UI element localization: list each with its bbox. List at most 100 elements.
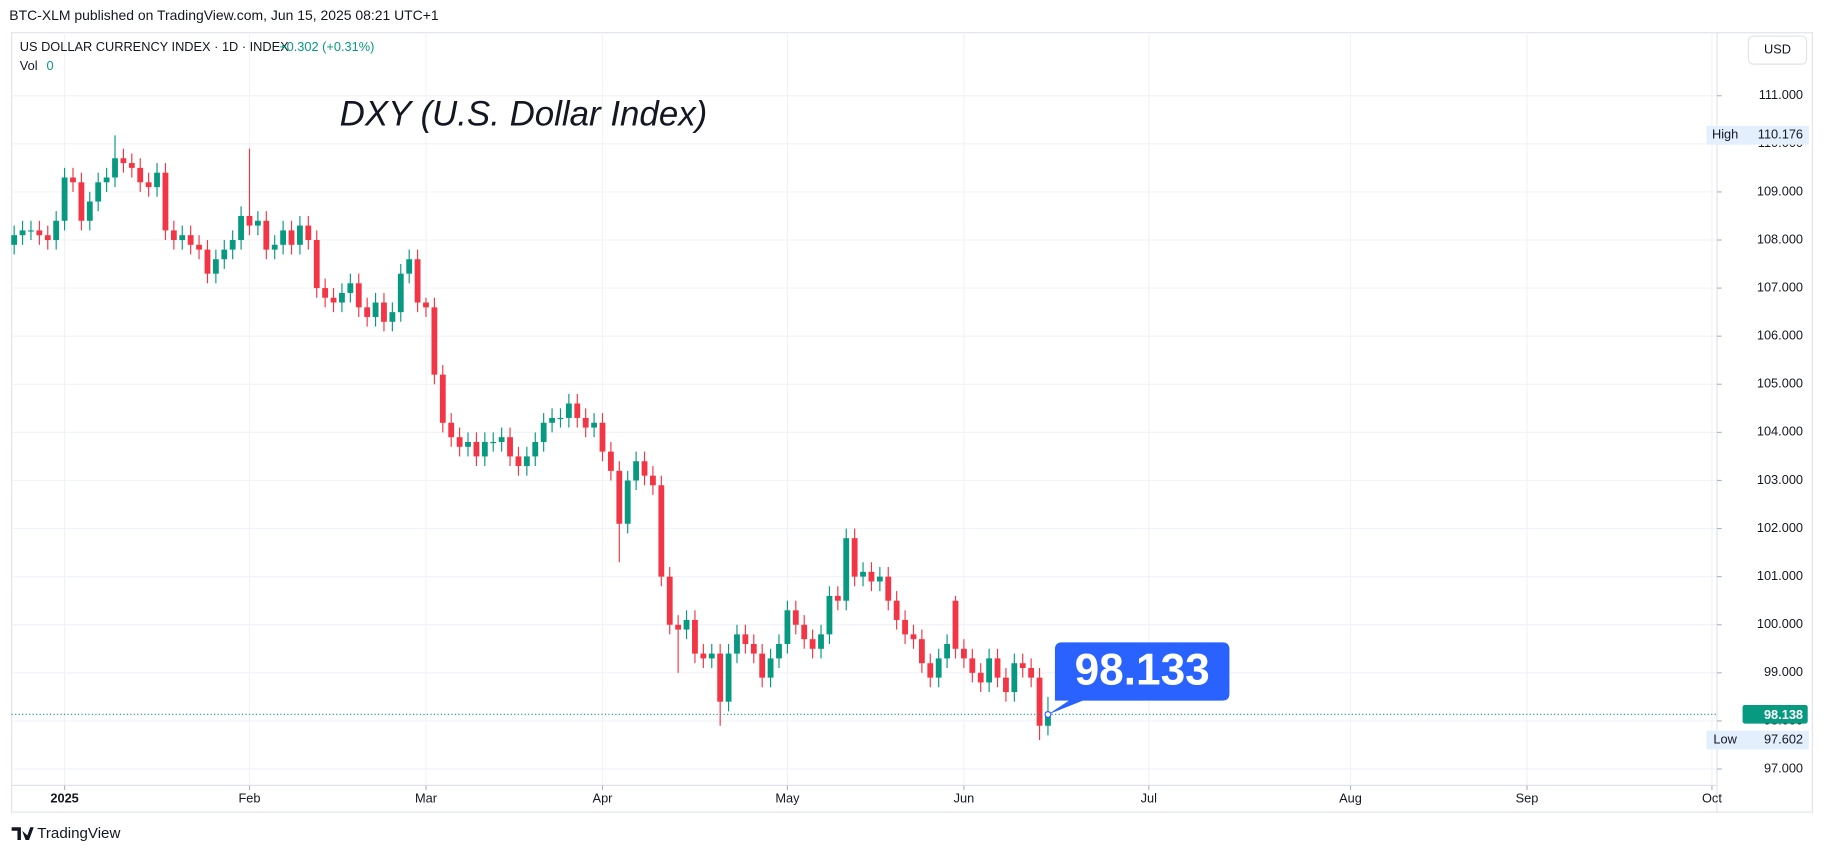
candle-body	[179, 235, 186, 241]
candle	[860, 562, 866, 587]
candle	[339, 283, 345, 313]
candle	[935, 648, 942, 688]
candle	[128, 153, 135, 178]
candle-body	[986, 658, 993, 683]
candle-body	[170, 230, 177, 241]
y-tick-label: 97.000	[1764, 760, 1803, 775]
candle-body	[683, 619, 690, 630]
candle	[61, 167, 68, 231]
candle	[330, 288, 337, 313]
candle-body	[473, 441, 480, 457]
candle	[78, 172, 85, 231]
candle	[843, 528, 850, 611]
candle-body	[187, 235, 194, 245]
x-tick-label: 2025	[50, 791, 78, 806]
candle	[994, 648, 1001, 688]
candle	[53, 211, 60, 250]
candle-body	[19, 230, 26, 236]
candle-body	[977, 672, 984, 683]
candle-body	[389, 312, 396, 322]
candle	[616, 461, 623, 563]
candle-body	[78, 182, 85, 221]
candle-body	[658, 485, 665, 577]
candle	[969, 648, 976, 683]
candle-body	[44, 235, 51, 241]
y-tick-label: 101.000	[1757, 568, 1803, 583]
candle	[187, 225, 194, 255]
brand-name: TradingView	[37, 825, 120, 842]
candle	[397, 264, 404, 322]
candle	[271, 235, 278, 260]
candle-body	[347, 283, 354, 293]
candle	[540, 413, 547, 452]
candle-body	[742, 634, 749, 644]
candle-body	[339, 292, 345, 303]
candle	[254, 211, 261, 236]
candle	[792, 600, 799, 635]
candle-body	[313, 240, 320, 289]
candle-body	[607, 451, 614, 471]
candle	[456, 427, 463, 457]
y-tick-label: 104.000	[1757, 424, 1803, 439]
candle-body	[246, 215, 253, 226]
y-tick-label: 111.000	[1759, 87, 1803, 102]
x-tick-label: Aug	[1339, 791, 1362, 806]
candle-body	[456, 437, 463, 447]
candle	[120, 148, 127, 173]
candle	[977, 663, 984, 693]
candle	[658, 475, 665, 587]
candle-body	[61, 177, 68, 221]
candle-body	[515, 456, 522, 467]
callout-label: 98.133	[1075, 645, 1210, 694]
candle	[717, 643, 724, 726]
candle	[801, 615, 808, 649]
candle-body	[616, 470, 623, 524]
y-tick-label: 109.000	[1757, 183, 1803, 198]
candle	[599, 413, 606, 462]
candle-body	[128, 163, 135, 168]
candle-body	[902, 619, 908, 635]
candle-body	[700, 653, 707, 659]
candle	[532, 432, 539, 467]
candle-body	[70, 177, 76, 183]
candle	[750, 634, 757, 664]
candle	[28, 220, 34, 241]
candle-body	[826, 595, 833, 635]
candle-body	[137, 167, 144, 183]
candle	[574, 393, 581, 428]
candle	[36, 220, 43, 245]
candle-body	[532, 441, 539, 457]
chart-title: DXY (U.S. Dollar Index)	[340, 95, 708, 134]
candle	[893, 591, 900, 630]
candle	[86, 191, 93, 231]
candle	[902, 610, 908, 644]
currency[interactable]: USD	[1764, 42, 1791, 57]
candle-body	[322, 288, 329, 298]
candle-body	[364, 307, 371, 317]
candle-body	[860, 571, 866, 577]
candle-body	[86, 201, 93, 221]
candle-body	[448, 422, 455, 438]
candle	[1019, 653, 1026, 678]
candle	[423, 297, 429, 317]
candle-body	[599, 422, 606, 452]
candle	[565, 393, 572, 428]
candle	[179, 225, 186, 250]
volume-label: Vol	[20, 58, 38, 73]
candle	[734, 624, 740, 664]
candle-body	[95, 182, 102, 202]
publisher: BTC-XLM published on TradingView.com, Ju…	[9, 7, 439, 23]
candle-body	[784, 610, 791, 644]
candle	[112, 135, 118, 188]
candle	[507, 427, 513, 467]
candle-body	[212, 259, 219, 274]
candle	[238, 206, 244, 250]
x-tick-label: Sep	[1516, 791, 1539, 806]
candle	[885, 567, 892, 611]
candle	[406, 249, 413, 284]
candle-body	[692, 619, 698, 654]
candle-body	[809, 639, 816, 649]
candle	[692, 610, 698, 664]
currency-button[interactable]	[1747, 35, 1808, 65]
